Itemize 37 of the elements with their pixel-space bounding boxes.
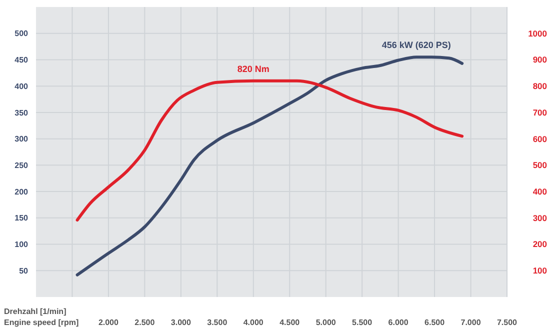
line-series: [76, 56, 464, 276]
y-tick-label: 350: [14, 108, 29, 118]
y2-tick-label: 900: [532, 54, 548, 65]
x-tick-label: 3.000: [170, 318, 192, 327]
series-label: 456 kW (620 PS): [382, 40, 451, 50]
y-tick-label: 500: [14, 29, 29, 38]
y-tick-label: 200: [14, 187, 29, 196]
y2-tick-label: 700: [532, 107, 548, 118]
x-tick-label: 4.500: [280, 318, 300, 327]
y2-tick-label: 1000: [528, 28, 548, 38]
y2-tick-label: 800: [532, 81, 548, 92]
x-axis-title: Drehzahl [1/min] Engine speed [rpm]: [4, 306, 80, 327]
x-tick-label: 4.000: [243, 318, 264, 327]
y-tick-label: 50: [19, 266, 29, 276]
x-tick-label: 2.500: [134, 318, 156, 327]
series-label: 820 Nm: [237, 64, 270, 74]
x-tick-label: 7.000: [460, 318, 482, 327]
y-tick-label: 150: [14, 214, 29, 223]
y2-tick-label: 500: [532, 160, 548, 170]
y-tick-label: 250: [14, 160, 29, 170]
y2-tick-label: 400: [532, 186, 548, 197]
x-tick-label: 6.500: [424, 318, 446, 327]
x-tick-label: 5.000: [316, 318, 336, 327]
y2-tick-label: 100: [532, 266, 548, 276]
y2-tick-label: 200: [532, 239, 548, 250]
x-tick-label: 2.000: [98, 318, 120, 327]
y-tick-label: 300: [14, 134, 29, 144]
y2-tick-label: 300: [532, 212, 548, 223]
x-tick-label: 6.000: [388, 318, 409, 327]
x-tick-label: 3.500: [207, 318, 228, 327]
line-series: [76, 79, 464, 222]
x-tick-label: 5.500: [352, 318, 373, 327]
x-tick-label: 7.500: [496, 318, 518, 327]
y-tick-label: 400: [14, 82, 29, 91]
y-tick-label: 100: [14, 240, 29, 250]
y2-tick-label: 600: [532, 134, 548, 144]
y-tick-label: 450: [14, 56, 29, 65]
